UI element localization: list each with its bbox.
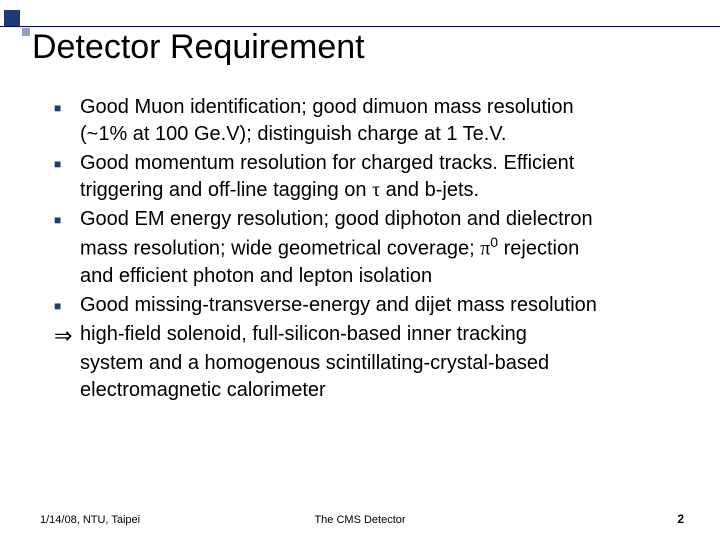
- slide: { "title": "Detector Requirement", "bull…: [0, 0, 720, 540]
- conclusion-text: system and a homogenous scintillating-cr…: [80, 350, 672, 377]
- bullet-item: ■ Good missing-transverse-energy and dij…: [54, 292, 672, 319]
- symbol-tau: τ: [372, 179, 380, 201]
- text-line: Good EM energy resolution; good diphoton…: [80, 208, 593, 230]
- slide-number: 2: [677, 512, 684, 526]
- text-line: rejection: [498, 238, 579, 260]
- bullet-item: ■ Good Muon identification; good dimuon …: [54, 94, 672, 148]
- symbol-pi: π: [480, 238, 490, 260]
- superscript-zero: 0: [490, 234, 498, 250]
- text-line: (~1% at 100 Ge.V); distinguish charge at…: [80, 123, 506, 145]
- text-line: and b-jets.: [380, 179, 479, 201]
- slide-footer: 1/14/08, NTU, Taipei The CMS Detector 2: [0, 506, 720, 526]
- text-line: and efficient photon and lepton isolatio…: [80, 265, 432, 287]
- slide-title: Detector Requirement: [32, 28, 365, 67]
- footer-title: The CMS Detector: [0, 514, 720, 526]
- bullet-item: ■ Good momentum resolution for charged t…: [54, 150, 672, 204]
- decor-top-line: [0, 26, 720, 27]
- bullet-icon: ■: [54, 206, 80, 290]
- bullet-text: Good EM energy resolution; good diphoton…: [80, 206, 672, 290]
- bullet-icon: ■: [54, 292, 80, 319]
- implies-arrow-icon: ⇒: [54, 321, 80, 351]
- bullet-text: Good Muon identification; good dimuon ma…: [80, 94, 672, 148]
- bullet-item: ■ Good EM energy resolution; good diphot…: [54, 206, 672, 290]
- bullet-text: Good missing-transverse-energy and dijet…: [80, 292, 672, 319]
- body-content: ■ Good Muon identification; good dimuon …: [54, 94, 672, 404]
- decor-square-large: [4, 10, 20, 26]
- bullet-text: Good momentum resolution for charged tra…: [80, 150, 672, 204]
- conclusion-text: electromagnetic calorimeter: [80, 377, 672, 404]
- text-line: mass resolution; wide geometrical covera…: [80, 238, 480, 260]
- conclusion-line: ⇒ high-field solenoid, full-silicon-base…: [54, 321, 672, 351]
- bullet-icon: ■: [54, 94, 80, 148]
- text-line: triggering and off-line tagging on: [80, 179, 372, 201]
- text-line: Good Muon identification; good dimuon ma…: [80, 96, 574, 118]
- conclusion-text: high-field solenoid, full-silicon-based …: [80, 321, 672, 351]
- text-line: Good missing-transverse-energy and dijet…: [80, 294, 597, 316]
- decor-square-small: [22, 28, 30, 36]
- text-line: Good momentum resolution for charged tra…: [80, 152, 574, 174]
- bullet-icon: ■: [54, 150, 80, 204]
